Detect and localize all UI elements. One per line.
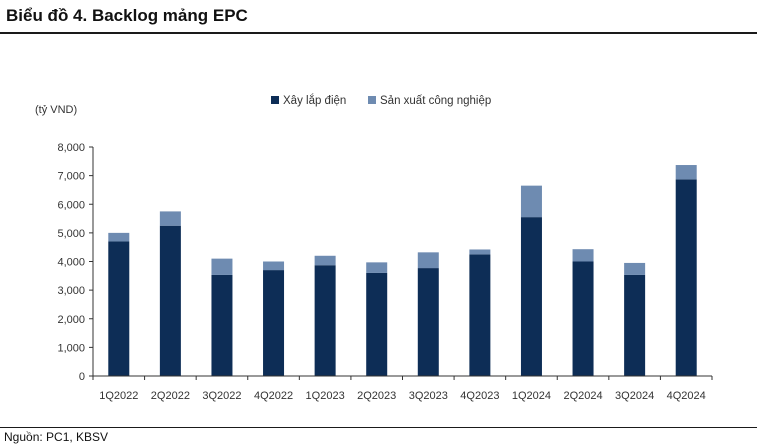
bar-segment-xay-lap-dien [314, 265, 336, 376]
bar-segment-san-xuat-cong-nghiep [314, 255, 336, 266]
bar-segment-xay-lap-dien [520, 217, 542, 376]
legend-swatch [368, 96, 376, 104]
legend-swatch [271, 96, 279, 104]
bar-segment-san-xuat-cong-nghiep [520, 185, 542, 218]
bar-segment-san-xuat-cong-nghiep [263, 261, 285, 271]
bar-segment-san-xuat-cong-nghiep [366, 262, 388, 273]
y-tick-label: 8,000 [57, 142, 85, 154]
y-tick-label: 3,000 [57, 285, 85, 297]
legend-label: Sản xuất công nghiệp [380, 95, 491, 107]
y-axis-label: (tỷ VND) [35, 104, 77, 116]
bar-segment-xay-lap-dien [572, 261, 594, 376]
bar-segment-san-xuat-cong-nghiep [108, 232, 130, 242]
x-tick-label: 4Q2024 [667, 390, 706, 402]
x-tick-label: 3Q2022 [202, 390, 241, 402]
y-axis: 0 1,000 2,000 3,000 4,000 5,000 6,000 7,000 8,00… [57, 142, 94, 383]
x-tick-label: 2Q2024 [563, 390, 602, 402]
y-tick-label: 5,000 [57, 228, 85, 240]
x-tick-label: 3Q2024 [615, 390, 654, 402]
bars [108, 165, 697, 376]
x-tick-label: 1Q2022 [99, 390, 138, 402]
bar-segment-xay-lap-dien [417, 268, 439, 376]
footer-divider [0, 427, 757, 428]
bar-segment-xay-lap-dien [469, 254, 491, 376]
y-tick-label: 1,000 [57, 342, 85, 354]
y-tick-label: 2,000 [57, 314, 85, 326]
bar-segment-xay-lap-dien [675, 179, 697, 376]
y-tick-label: 4,000 [57, 257, 85, 269]
x-tick-label: 3Q2023 [409, 390, 448, 402]
legend-label: Xây lắp điện [283, 94, 346, 107]
bar-segment-san-xuat-cong-nghiep [159, 211, 181, 226]
bar-segment-xay-lap-dien [108, 241, 130, 376]
title-divider [0, 32, 757, 34]
bar-segment-san-xuat-cong-nghiep [211, 258, 233, 275]
bar-segment-xay-lap-dien [366, 272, 388, 376]
x-tick-label: 4Q2022 [254, 390, 293, 402]
bar-segment-san-xuat-cong-nghiep [572, 249, 594, 262]
x-tick-label: 1Q2024 [512, 390, 551, 402]
y-tick-label: 6,000 [57, 199, 85, 211]
bar-segment-xay-lap-dien [624, 274, 646, 376]
bar-segment-san-xuat-cong-nghiep [624, 262, 646, 275]
bar-segment-san-xuat-cong-nghiep [469, 249, 491, 255]
bar-segment-san-xuat-cong-nghiep [675, 165, 697, 180]
y-tick-label: 0 [79, 371, 85, 383]
bar-segment-san-xuat-cong-nghiep [417, 252, 439, 269]
chart-title: Biểu đồ 4. Backlog mảng EPC [6, 6, 248, 25]
x-tick-label: 2Q2022 [151, 390, 190, 402]
bar-segment-xay-lap-dien [211, 274, 233, 376]
bar-segment-xay-lap-dien [159, 225, 181, 376]
source-note: Nguồn: PC1, KBSV [4, 430, 109, 444]
y-tick-label: 7,000 [57, 171, 85, 183]
legend: Xây lắp điện Sản xuất công nghiệp [271, 94, 491, 107]
x-tick-label: 2Q2023 [357, 390, 396, 402]
x-tick-label: 4Q2023 [460, 390, 499, 402]
x-axis: 1Q2022 2Q2022 3Q2022 4Q2022 1Q2023 2Q2023 3Q20… [92, 375, 713, 402]
bar-segment-xay-lap-dien [263, 270, 285, 376]
x-tick-label: 1Q2023 [306, 390, 345, 402]
